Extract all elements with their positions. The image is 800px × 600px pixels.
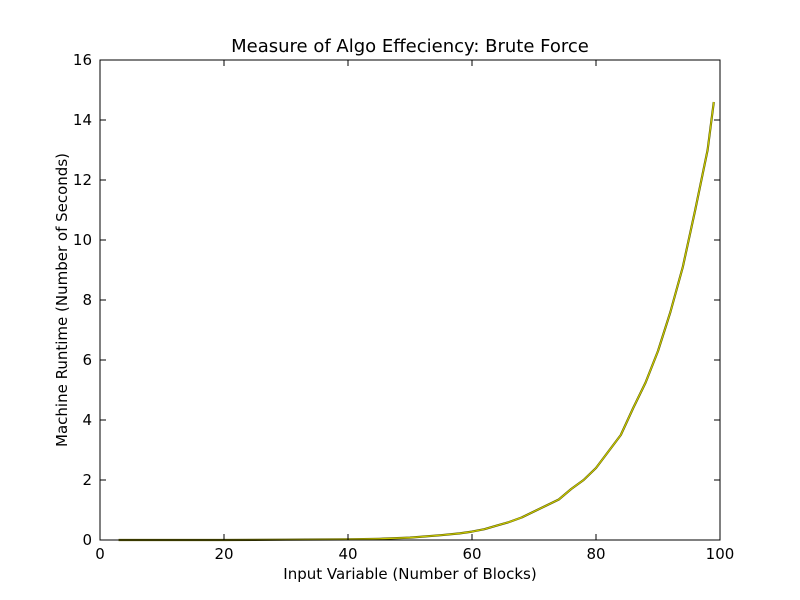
x-tick-label: 80	[586, 545, 605, 563]
x-tick-label: 20	[214, 545, 233, 563]
y-tick-label: 4	[82, 411, 92, 429]
plot-area	[118, 101, 715, 542]
y-tick-label: 6	[82, 351, 92, 369]
y-tick-label: 2	[82, 471, 92, 489]
y-tick-label: 14	[73, 111, 92, 129]
x-axis-label: Input Variable (Number of Blocks)	[283, 565, 536, 583]
chart-title: Measure of Algo Effeciency: Brute Force	[231, 36, 589, 57]
plot-frame	[99, 59, 721, 541]
y-axis-label: Machine Runtime (Number of Seconds)	[53, 153, 71, 447]
x-tick-label: 100	[706, 545, 735, 563]
y-tick-label: 8	[82, 291, 92, 309]
y-tick-label: 16	[73, 51, 92, 69]
x-tick-label: 60	[462, 545, 481, 563]
y-tick-label: 10	[73, 231, 92, 249]
y-tick-label: 12	[73, 171, 92, 189]
axis-tick-labels: 0 20 40 60 80 100 0 2 4 6 8 10 12 14 16	[73, 51, 734, 563]
x-tick-label: 0	[95, 545, 105, 563]
y-tick-label: 0	[82, 531, 92, 549]
series-line	[118, 101, 715, 541]
x-tick-label: 40	[338, 545, 357, 563]
